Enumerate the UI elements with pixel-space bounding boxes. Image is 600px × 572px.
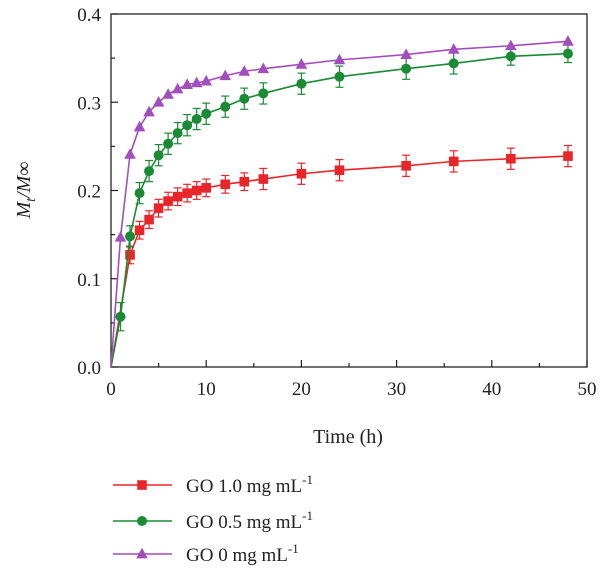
y-axis-title-slash: /M [13,174,35,199]
y-tick-label: 0.2 [77,182,101,203]
data-point [505,39,517,51]
data-point [220,101,231,112]
y-tick-label: 0.4 [77,5,101,26]
data-point [448,156,459,167]
data-point [163,196,173,206]
data-point [219,69,232,81]
data-point [258,174,269,184]
series-2 [110,35,574,368]
data-point [125,231,136,242]
series-1 [110,44,573,368]
data-point [334,71,345,82]
data-point [333,53,346,65]
data-point [201,183,211,193]
x-tick-label: 30 [387,379,406,400]
data-point [144,166,155,177]
data-point [153,203,164,213]
x-axis: 0 10 20 30 40 50 [106,360,597,400]
data-point [239,176,250,187]
data-point [115,311,126,322]
y-axis: 0.0 0.1 0.2 0.3 0.4 [77,5,118,379]
data-point [258,88,269,99]
legend-marker [136,547,148,559]
data-point [181,78,193,89]
data-point [562,35,574,46]
data-point [171,82,184,94]
data-point [401,63,412,74]
y-axis-title-inf: ∞ [13,161,35,175]
data-point [401,160,411,171]
data-point [163,138,174,149]
data-point [447,43,460,54]
data-point [505,51,516,62]
data-point [562,48,573,59]
data-point [124,148,136,159]
data-point [182,120,193,131]
legend-label-superscript: -1 [288,541,299,556]
x-tick-label: 40 [482,379,501,400]
data-point [201,108,212,119]
series-line [110,52,568,368]
data-point [563,151,573,161]
data-point [182,188,192,198]
data-point [153,150,164,161]
x-axis-title: Time (h) [313,426,383,448]
data-point [134,225,145,236]
y-tick-label: 0.3 [77,93,101,114]
x-tick-label: 10 [197,379,216,400]
legend-label-superscript: -1 [302,508,313,523]
data-point [296,78,307,89]
data-point [172,191,183,202]
y-tick-label: 0.0 [77,358,101,379]
data-point [134,188,145,199]
data-point [172,128,183,139]
y-axis-title-main: M [13,201,35,220]
data-point [144,214,154,225]
data-point [200,74,212,86]
data-point [190,76,203,88]
legend-label-name: GO 0 mg mL [186,545,288,566]
data-point [143,105,155,117]
data-point [334,165,345,176]
data-point [152,96,165,107]
series-0 [110,144,573,368]
data-point [220,179,231,190]
legend-label: GO 1.0 mg mL-1 [186,472,313,497]
data-point [125,250,135,260]
legend-label-name: GO 1.0 mg mL [186,476,302,497]
data-point [295,58,308,69]
x-tick-label: 50 [578,379,597,400]
legend-marker [137,480,147,490]
data-point [191,114,202,125]
data-point [448,58,459,69]
data-point [114,231,127,242]
y-axis-title-sub: t [24,197,39,202]
data-point [257,62,270,74]
legend-label-superscript: -1 [302,472,313,487]
legend-marker [137,516,147,526]
data-point [506,153,516,164]
y-axis-title: Mt/M∞ [13,161,39,219]
y-tick-label: 0.1 [77,270,101,291]
data-point [296,168,307,179]
data-point [239,93,250,104]
legend-label-name: GO 0.5 mg mL [186,512,302,533]
data-point [191,185,202,196]
series-layer [110,35,574,368]
data-point [133,120,146,132]
legend: GO 1.0 mg mL-1GO 0.5 mg mL-1GO 0 mg mL-1 [113,472,313,566]
data-point [238,65,251,76]
legend-label: GO 0 mg mL-1 [186,541,299,566]
x-tick-label: 20 [292,379,311,400]
x-tick-label: 0 [106,379,116,400]
data-point [162,88,174,99]
data-point [400,48,412,59]
legend-label: GO 0.5 mg mL-1 [186,508,313,533]
